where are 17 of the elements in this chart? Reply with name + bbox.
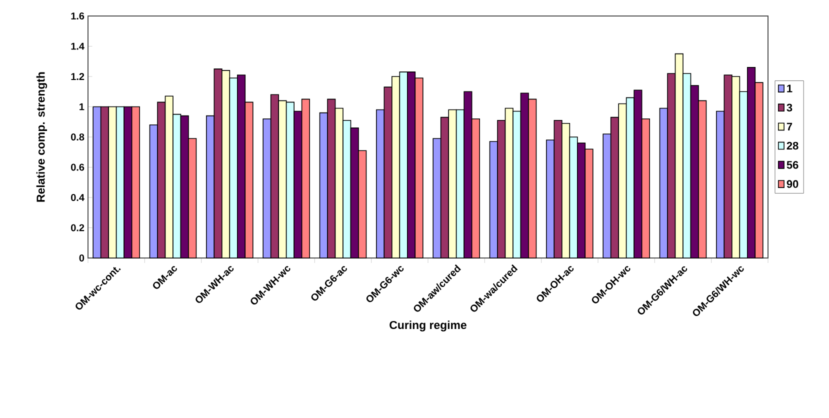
y-tick-label: 1.6 [71,12,84,20]
legend-label: 56 [786,161,798,169]
legend-label: 90 [786,180,798,188]
y-tick-label: 1 [80,103,84,110]
y-tick-label: 0 [79,254,84,262]
y-axis-title: Relative comp. strength [36,72,48,202]
legend-label: 28 [786,142,798,150]
legend-label: 7 [786,122,792,130]
legend-label: 1 [787,84,792,92]
y-tick-label: 0.6 [71,164,84,171]
legend-label: 3 [786,104,792,112]
y-tick-label: 0.2 [71,224,84,232]
y-tick-label: 1.2 [71,73,84,80]
y-tick-label: 1.4 [71,42,84,50]
y-tick-label: 0.8 [71,133,84,141]
y-tick-label: 0.4 [71,194,84,202]
x-axis-title: Curing regime [390,320,466,332]
